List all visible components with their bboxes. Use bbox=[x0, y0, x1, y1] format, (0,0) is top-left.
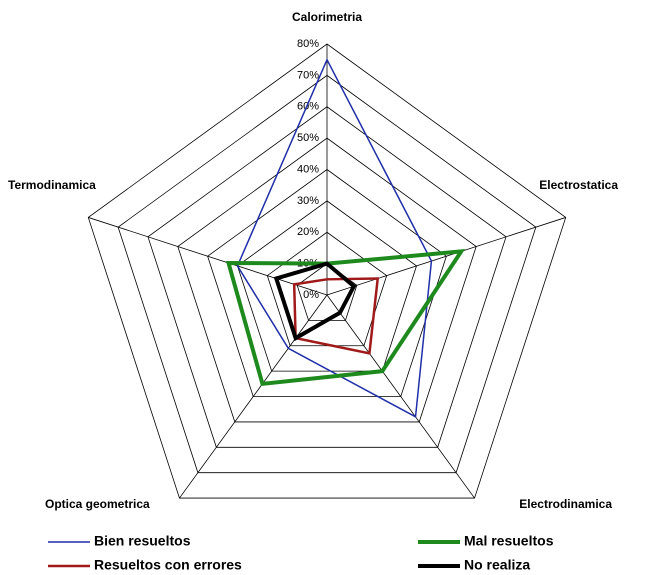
legend-label: Bien resueltos bbox=[94, 533, 191, 549]
series-line bbox=[292, 277, 380, 355]
series-line bbox=[273, 261, 357, 342]
axis-label: Electrostatica bbox=[539, 178, 618, 192]
legend-label: Mal resueltos bbox=[464, 533, 554, 549]
grid-ring bbox=[147, 106, 507, 448]
grid-ring bbox=[207, 169, 447, 397]
legend-label: Resueltos con errores bbox=[94, 557, 242, 573]
grid-ring bbox=[117, 74, 537, 474]
grid-ring bbox=[177, 137, 477, 423]
y-tick-label: 30% bbox=[297, 195, 319, 207]
axis-spoke bbox=[326, 217, 566, 296]
axis-spoke bbox=[326, 294, 475, 499]
series-line bbox=[225, 249, 466, 387]
grid-ring bbox=[87, 43, 567, 499]
y-tick-label: 40% bbox=[297, 163, 319, 175]
axis-spoke bbox=[88, 217, 328, 296]
y-tick-label: 20% bbox=[297, 226, 319, 238]
axis-label: Calorimetria bbox=[292, 10, 362, 24]
legend-label: No realiza bbox=[464, 557, 530, 573]
series-line bbox=[236, 57, 433, 419]
y-tick-label: 50% bbox=[297, 132, 319, 144]
y-tick-label: 70% bbox=[297, 69, 319, 81]
y-tick-label: 60% bbox=[297, 101, 319, 113]
axis-label: Termodinamica bbox=[8, 178, 96, 192]
y-tick-label: 0% bbox=[303, 289, 319, 301]
axis-label: Optica geometrica bbox=[45, 497, 150, 511]
axis-label: Electrodinamica bbox=[519, 497, 612, 511]
y-tick-label: 80% bbox=[297, 38, 319, 50]
axis-spoke bbox=[179, 294, 328, 499]
